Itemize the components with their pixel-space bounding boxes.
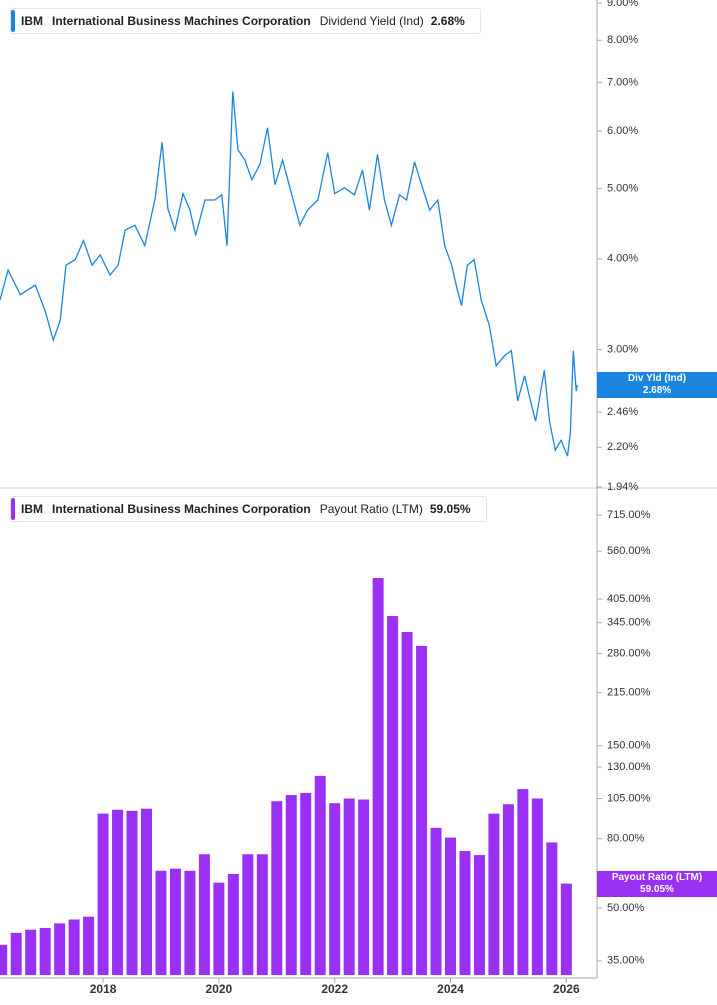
bar — [459, 851, 471, 975]
bar — [445, 837, 457, 975]
bar — [184, 870, 196, 975]
x-tick-label: 2018 — [90, 982, 117, 996]
bar — [25, 929, 37, 975]
bar — [314, 775, 326, 975]
bar — [285, 795, 297, 975]
bar — [155, 870, 167, 975]
y-tick-label: 1.94% — [607, 481, 638, 493]
bar — [488, 813, 500, 975]
metric: Dividend Yield (Ind) — [319, 14, 424, 28]
bar — [0, 944, 8, 975]
metric-value: 59.05% — [429, 502, 471, 516]
x-tick-label: 2026 — [553, 982, 580, 996]
bar — [140, 808, 152, 975]
metric-value: 2.68% — [430, 14, 465, 28]
bar — [242, 854, 254, 975]
tag-value: 59.05% — [640, 883, 674, 895]
line — [0, 91, 578, 457]
ticker: IBM — [21, 14, 43, 28]
y-tick-label: 345.00% — [607, 617, 651, 629]
bar — [343, 798, 355, 975]
y-tick-label: 105.00% — [607, 792, 651, 804]
y-tick-label: 405.00% — [607, 593, 651, 605]
metric: Payout Ratio (LTM) — [319, 502, 423, 516]
bar — [430, 827, 442, 975]
bar — [213, 882, 225, 975]
y-tick-label: 150.00% — [607, 740, 651, 752]
y-tick-label: 50.00% — [607, 902, 645, 914]
bar — [271, 801, 283, 975]
bar — [401, 632, 413, 975]
bar — [517, 789, 529, 975]
bar — [358, 799, 370, 975]
y-tick-label: 215.00% — [607, 687, 651, 699]
y-tick-label: 4.00% — [607, 253, 638, 265]
tag-label: Div Yld (Ind) — [627, 373, 687, 385]
y-tick-label: 80.00% — [607, 833, 645, 845]
bar — [97, 813, 109, 975]
bar — [372, 578, 384, 975]
tag-value: 2.68% — [642, 385, 672, 397]
y-tick-label: 35.00% — [607, 955, 645, 967]
bar — [54, 923, 66, 975]
bar — [68, 919, 80, 975]
company: International Business Machines Corporat… — [52, 502, 311, 516]
value-tag: Div Yld (Ind) 2.68% — [597, 372, 717, 399]
y-tick-label: 7.00% — [607, 76, 638, 88]
y-tick-label: 6.00% — [607, 125, 638, 137]
bar — [10, 932, 22, 975]
y-tick-label: 2.20% — [607, 441, 638, 453]
bar — [227, 873, 239, 975]
y-tick-label: 715.00% — [607, 509, 651, 521]
bar — [502, 804, 514, 975]
y-tick-label: 280.00% — [607, 647, 651, 659]
legend: IBM International Business Machines Corp… — [10, 8, 481, 34]
bar — [112, 809, 124, 975]
y-tick-label: 5.00% — [607, 182, 638, 194]
bar — [126, 810, 138, 975]
bar — [83, 916, 95, 975]
y-tick-label: 2.46% — [607, 406, 638, 418]
bar — [169, 868, 181, 975]
bar — [39, 928, 51, 975]
value-tag: Payout Ratio (LTM) 59.05% — [597, 870, 717, 897]
bar — [416, 645, 428, 975]
bar — [531, 798, 543, 975]
bar — [546, 842, 558, 975]
bar — [329, 803, 341, 975]
bar — [300, 792, 312, 975]
bar — [256, 854, 268, 975]
bar — [473, 855, 485, 975]
x-tick-label: 2024 — [437, 982, 464, 996]
y-tick-label: 3.00% — [607, 343, 638, 355]
y-tick-label: 8.00% — [607, 34, 638, 46]
legend-swatch — [11, 10, 15, 32]
bar — [387, 616, 399, 975]
company: International Business Machines Corporat… — [52, 14, 311, 28]
x-tick-label: 2020 — [206, 982, 233, 996]
x-tick-label: 2022 — [321, 982, 348, 996]
ticker: IBM — [21, 502, 43, 516]
bar — [198, 854, 210, 975]
y-tick-label: 9.00% — [607, 0, 638, 9]
bar — [560, 883, 572, 975]
y-tick-label: 560.00% — [607, 545, 651, 557]
y-tick-label: 130.00% — [607, 761, 651, 773]
legend-swatch — [11, 498, 15, 520]
tag-label: Payout Ratio (LTM) — [611, 871, 703, 883]
legend: IBM International Business Machines Corp… — [10, 496, 487, 522]
